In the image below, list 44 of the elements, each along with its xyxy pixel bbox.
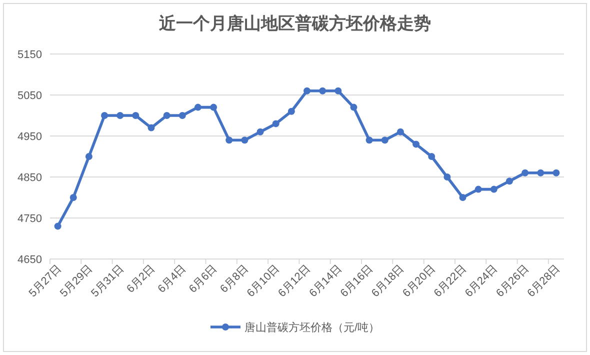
point [226,136,233,144]
point [194,104,202,111]
point [178,112,186,119]
point [459,194,466,201]
point [537,169,544,176]
point [350,104,358,111]
point [148,124,155,132]
point [132,112,140,119]
point [396,128,404,136]
point [444,174,451,180]
point [334,87,342,94]
point [428,153,436,160]
y-tick-label: 4950 [18,131,42,143]
point [366,136,373,144]
point [163,112,170,119]
point [256,128,264,136]
point [54,222,62,230]
x-tick-label: 6月4日 [156,262,189,296]
y-tick-label: 4650 [18,254,42,266]
y-tick-label: 4750 [18,213,42,225]
point [116,112,124,119]
point [522,169,529,176]
point [381,136,388,144]
point [412,140,420,148]
point [70,194,77,201]
point [304,87,310,94]
point [490,186,498,193]
point [272,120,280,128]
point [101,112,108,119]
point [85,153,92,160]
y-tick-label: 5050 [18,90,42,102]
point [210,104,218,111]
point [319,87,326,94]
y-tick-label: 5150 [18,49,42,61]
point [506,178,513,185]
point [241,136,248,144]
x-tick-label: 6月2日 [124,262,158,296]
y-tick-label: 4850 [18,172,42,184]
chart-title: 近一个月唐山地区普碳方坯价格走势 [158,13,431,33]
x-tick-label: 6月6日 [186,262,220,296]
point [474,186,482,193]
legend-label: 唐山普碳方坯价格（元/吨） [244,321,380,334]
point [552,169,560,176]
point [288,108,295,115]
